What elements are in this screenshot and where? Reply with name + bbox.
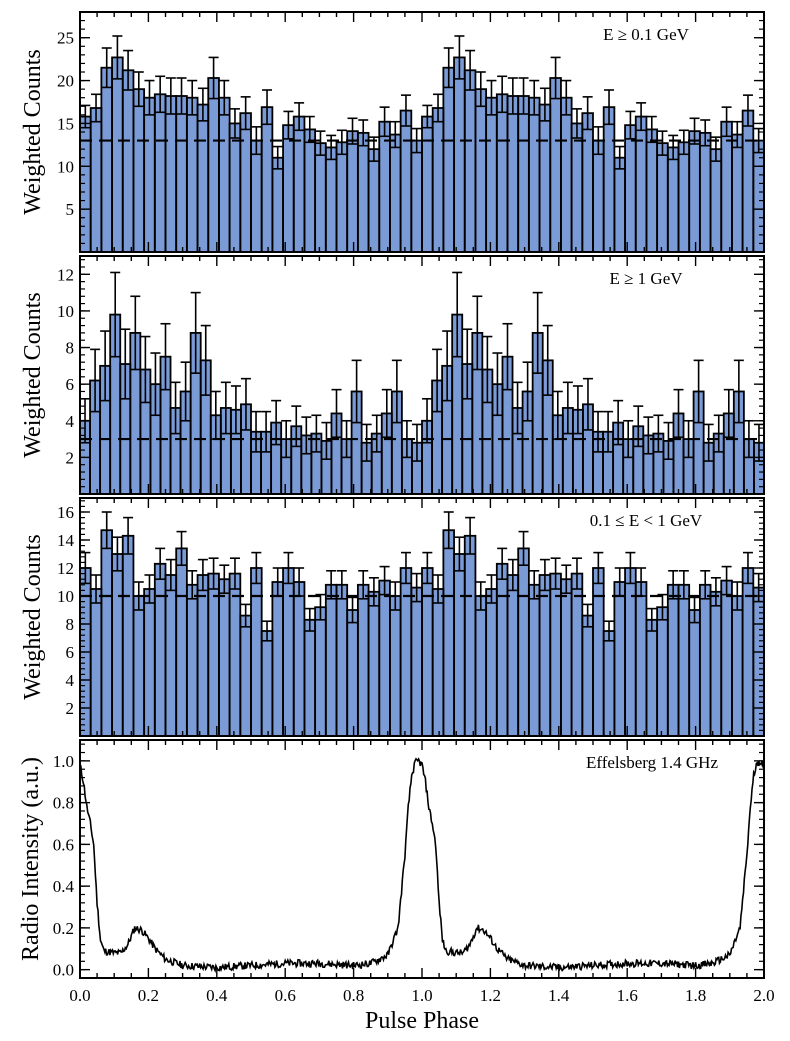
y-tick-label: 4 [66,412,75,431]
y-axis-label: Radio Intensity (a.u.) [18,757,44,961]
y-tick-label: 0.6 [53,835,74,854]
y-tick-label: 0.8 [53,794,74,813]
y-tick-label: 25 [57,29,74,48]
x-tick-label: 1.2 [480,986,501,1005]
y-tick-label: 0.2 [53,919,74,938]
x-tick-label: 1.6 [617,986,638,1005]
panel-label: E ≥ 1 GeV [609,269,683,288]
x-tick-label: 0.4 [206,986,228,1005]
y-tick-label: 2 [66,448,75,467]
y-tick-label: 5 [66,200,75,219]
x-tick-label: 0.0 [69,986,90,1005]
y-tick-label: 8 [66,339,75,358]
y-tick-label: 15 [57,114,74,133]
y-tick-label: 20 [57,72,74,91]
panel-2: 2 4 6 8 10 12 E ≥ 1 GeV Weighted Counts [20,255,765,495]
panel-1: 5 10 15 20 25 E ≥ 0.1 GeV Weighted Counts [20,11,765,253]
y-tick-label: 10 [57,157,74,176]
x-axis-label: Pulse Phase [365,1008,479,1034]
y-tick-label: 12 [57,559,74,578]
x-tick-label: 2.0 [753,986,774,1005]
y-tick-label: 14 [57,531,75,550]
y-tick-label: 16 [57,503,74,522]
y-tick-label: 6 [66,643,75,662]
x-tick-label: 1.8 [685,986,706,1005]
panel-4: 0.0 0.2 0.4 0.6 0.8 1.0 Effelsberg 1.4 GHz Radi… [18,739,775,1034]
panel-3: 2 4 6 8 10 12 14 16 0.1 ≤ E < 1 GeV Weighted Coun… [20,497,765,737]
y-tick-label: 10 [57,302,74,321]
x-tick-label: 0.6 [275,986,296,1005]
y-tick-label: 12 [57,265,74,284]
y-tick-label: 0.0 [53,961,74,980]
y-tick-label: 0.4 [53,877,75,896]
y-tick-label: 1.0 [53,752,74,771]
y-tick-label: 10 [57,587,74,606]
plot-frame [79,739,765,979]
y-axis-label: Weighted Counts [20,534,46,699]
x-tick-label: 0.8 [343,986,364,1005]
panel-label: Effelsberg 1.4 GHz [586,753,718,772]
y-tick-label: 2 [66,699,75,718]
x-tick-label: 0.2 [138,986,159,1005]
x-tick-label: 1.0 [411,986,432,1005]
y-tick-label: 4 [66,671,75,690]
y-axis-label: Weighted Counts [20,292,46,457]
x-tick-label: 1.4 [548,986,570,1005]
y-tick-label: 8 [66,615,75,634]
panel-label: 0.1 ≤ E < 1 GeV [590,511,703,530]
y-axis-label: Weighted Counts [20,49,46,214]
y-tick-label: 6 [66,375,75,394]
panel-label: E ≥ 0.1 GeV [603,25,690,44]
radio-profile-line [79,757,765,974]
